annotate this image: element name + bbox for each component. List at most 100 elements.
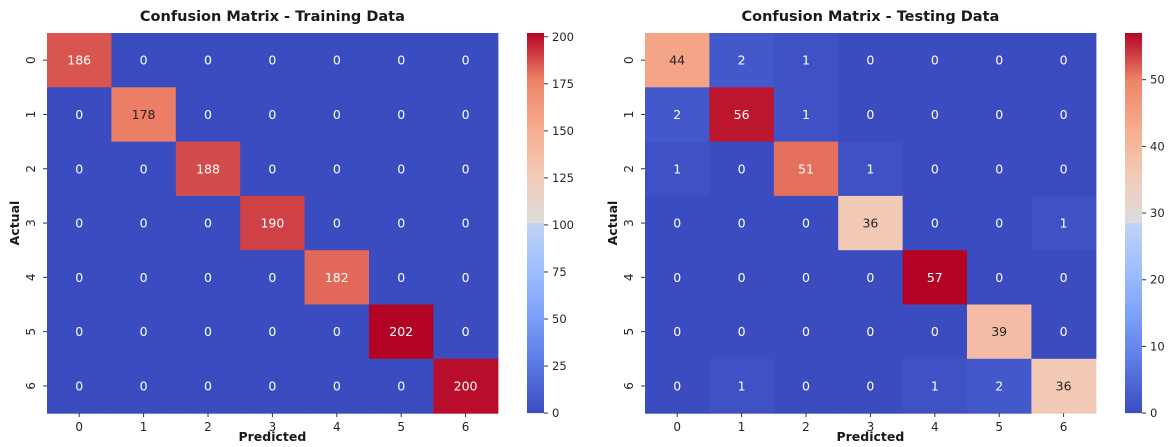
heatmap-cell <box>709 250 775 306</box>
cell-value-label: 200 <box>454 378 478 393</box>
cell-value-label: 0 <box>802 216 810 231</box>
cell-value-label: 0 <box>802 378 810 393</box>
cell-value-label: 0 <box>802 270 810 285</box>
cell-value-label: 0 <box>995 216 1003 231</box>
cell-value-label: 0 <box>673 324 681 339</box>
cell-value-label: 0 <box>333 107 341 122</box>
heatmap-cell <box>902 195 968 251</box>
colorbar <box>527 33 544 414</box>
heatmap-cell <box>967 358 1032 414</box>
cell-value-label: 44 <box>669 53 685 68</box>
colorbar-tick-label: 20 <box>1150 273 1165 287</box>
cell-value-label: 0 <box>397 161 405 176</box>
heatmap-cell <box>111 250 177 306</box>
cell-value-label: 0 <box>204 216 212 231</box>
cell-value-label: 0 <box>866 270 874 285</box>
x-tick-label: 0 <box>673 420 681 434</box>
cell-value-label: 0 <box>268 161 276 176</box>
cell-value-label: 0 <box>462 107 470 122</box>
heatmap-cell <box>838 33 904 88</box>
heatmap-cell <box>645 250 710 306</box>
heatmap-cell <box>47 304 112 360</box>
cell-value-label: 0 <box>1060 270 1068 285</box>
heatmap-cell <box>1031 195 1097 251</box>
heatmap-cell <box>709 87 775 143</box>
cell-value-label: 0 <box>673 378 681 393</box>
x-tick-label: 1 <box>738 420 746 434</box>
cell-value-label: 0 <box>462 270 470 285</box>
cell-value-label: 0 <box>268 270 276 285</box>
colorbar-tick-label: 30 <box>1150 206 1165 220</box>
cell-value-label: 0 <box>462 53 470 68</box>
heatmap-cell <box>838 87 904 143</box>
cell-value-label: 0 <box>673 216 681 231</box>
cell-value-label: 0 <box>140 270 148 285</box>
colorbar-tick-label: 75 <box>552 265 567 279</box>
cell-value-label: 0 <box>802 324 810 339</box>
cell-value-label: 178 <box>132 107 156 122</box>
heatmap-cell <box>902 250 968 306</box>
cell-value-label: 0 <box>866 378 874 393</box>
heatmap-cell <box>645 358 710 414</box>
cell-value-label: 0 <box>931 161 939 176</box>
heatmap-cell <box>369 141 434 197</box>
heatmap-cell <box>433 250 499 306</box>
cell-value-label: 0 <box>462 216 470 231</box>
cell-value-label: 0 <box>140 161 148 176</box>
heatmap-cell <box>369 87 434 143</box>
chart-title: Confusion Matrix - Testing Data <box>741 9 999 25</box>
cell-value-label: 0 <box>75 270 83 285</box>
y-axis-label: Actual <box>7 201 22 246</box>
heatmap-cell <box>175 87 241 143</box>
cell-value-label: 0 <box>204 270 212 285</box>
heatmap-cell <box>1031 33 1097 88</box>
heatmap-cell <box>433 33 499 88</box>
heatmap-cell <box>111 304 177 360</box>
cell-value-label: 1 <box>1060 216 1068 231</box>
cell-value-label: 0 <box>204 378 212 393</box>
colorbar-tick-label: 10 <box>1150 339 1165 353</box>
x-tick-label: 3 <box>867 420 875 434</box>
cell-value-label: 0 <box>333 53 341 68</box>
heatmap-cell <box>838 141 904 197</box>
heatmap-cell <box>645 141 710 197</box>
cell-value-label: 39 <box>991 324 1007 339</box>
cell-value-label: 1 <box>866 161 874 176</box>
heatmap-cell <box>369 250 434 306</box>
cell-value-label: 0 <box>866 53 874 68</box>
heatmap-cell <box>369 358 434 414</box>
cell-value-label: 0 <box>75 161 83 176</box>
cell-value-label: 0 <box>995 107 1003 122</box>
heatmap-cell <box>1031 358 1097 414</box>
cell-value-label: 0 <box>931 107 939 122</box>
cell-value-label: 0 <box>268 324 276 339</box>
heatmap-cell <box>111 195 177 251</box>
heatmap-cell <box>240 358 306 414</box>
cell-value-label: 0 <box>333 216 341 231</box>
heatmap-cell <box>967 250 1032 306</box>
x-tick-label: 1 <box>140 420 148 434</box>
y-tick-label: 2 <box>24 165 38 173</box>
heatmap-cell <box>902 141 968 197</box>
cell-value-label: 51 <box>798 161 814 176</box>
heatmap-cell <box>838 304 904 360</box>
cell-value-label: 0 <box>333 378 341 393</box>
cell-value-label: 188 <box>196 161 220 176</box>
heatmap-cell <box>433 304 499 360</box>
cell-value-label: 1 <box>738 378 746 393</box>
heatmap-cell <box>369 195 434 251</box>
heatmap-cell <box>1031 250 1097 306</box>
cell-value-label: 182 <box>325 270 349 285</box>
heatmap-cell <box>433 141 499 197</box>
heatmap-cell <box>304 304 370 360</box>
colorbar-tick-label: 0 <box>1150 406 1157 420</box>
heatmap-cell <box>304 195 370 251</box>
cell-value-label: 2 <box>995 378 1003 393</box>
colorbar-tick-label: 25 <box>552 359 567 373</box>
heatmap-cell <box>967 141 1032 197</box>
y-tick-label: 0 <box>24 56 38 64</box>
cell-value-label: 0 <box>931 216 939 231</box>
cell-value-label: 0 <box>140 216 148 231</box>
heatmap-cell <box>175 195 241 251</box>
